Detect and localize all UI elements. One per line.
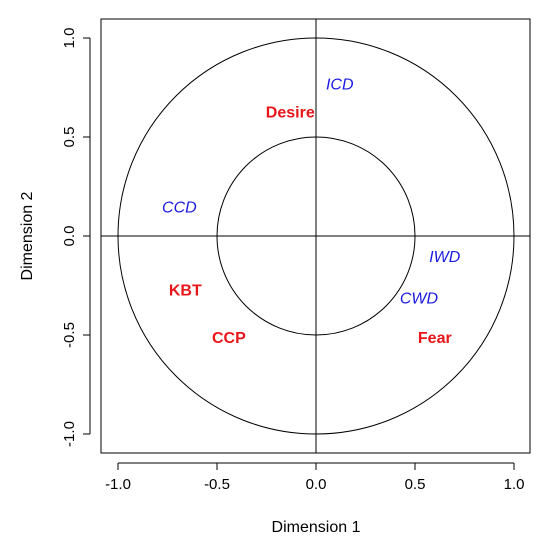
x-axis: -1.0 -0.5 0.0 0.5 1.0 [105,462,525,493]
point-label-icd: ICD [326,77,354,94]
y-axis-title: Dimension 2 [19,191,36,280]
y-axis: -1.0 -0.5 0.0 0.5 1.0 [61,28,91,447]
x-axis-title: Dimension 1 [272,519,361,536]
y-tick-label: -0.5 [61,322,78,348]
point-label-cwd: CWD [400,291,439,308]
x-tick-label: -0.5 [204,476,230,493]
point-label-kbt: KBT [169,283,202,300]
point-label-fear: Fear [418,330,452,347]
reference-lines [101,19,530,453]
y-tick-label: 0.0 [61,226,78,247]
y-tick-label: 1.0 [61,28,78,49]
point-label-ccd: CCD [162,199,197,216]
point-label-desire: Desire [266,104,315,121]
y-tick-label: 0.5 [61,127,78,148]
x-tick-label: 0.5 [405,476,426,493]
y-tick-label: -1.0 [61,421,78,447]
point-labels: ICD Desire CCD IWD KBT CWD CCP Fear [162,77,461,347]
x-tick-label: 0.0 [306,476,327,493]
point-label-ccp: CCP [212,330,246,347]
x-tick-label: -1.0 [105,476,131,493]
x-tick-label: 1.0 [504,476,525,493]
point-label-iwd: IWD [429,249,461,266]
